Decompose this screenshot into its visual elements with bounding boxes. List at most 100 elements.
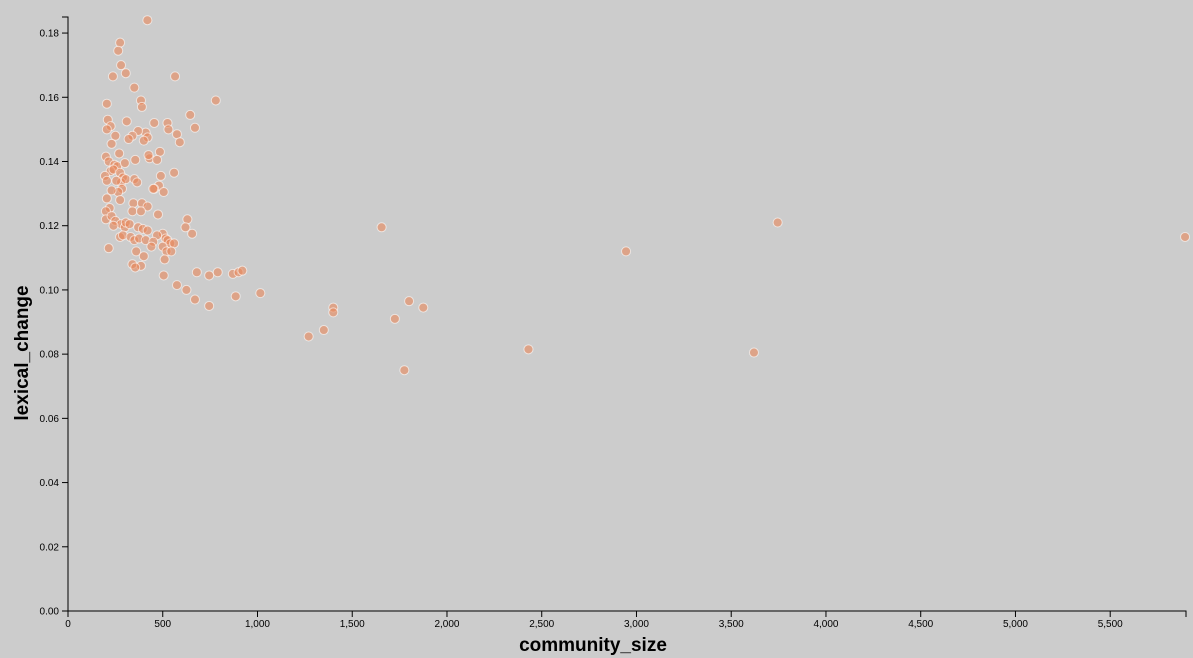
- data-point[interactable]: [180, 222, 191, 233]
- data-point[interactable]: [389, 313, 400, 324]
- data-point[interactable]: [149, 117, 160, 128]
- data-point[interactable]: [158, 270, 169, 281]
- data-point[interactable]: [148, 183, 159, 194]
- data-point[interactable]: [101, 175, 112, 186]
- x-tick-label: 4,500: [908, 619, 933, 630]
- data-point[interactable]: [115, 37, 126, 48]
- data-point[interactable]: [158, 186, 169, 197]
- data-point[interactable]: [138, 251, 149, 262]
- y-tick-label: 0.18: [40, 29, 60, 40]
- data-point[interactable]: [169, 167, 180, 178]
- data-point[interactable]: [404, 296, 415, 307]
- data-point[interactable]: [170, 71, 181, 82]
- data-point[interactable]: [113, 45, 124, 56]
- data-point[interactable]: [136, 101, 147, 112]
- data-point[interactable]: [123, 134, 134, 145]
- data-point[interactable]: [185, 109, 196, 120]
- data-point[interactable]: [152, 154, 163, 165]
- data-point[interactable]: [1180, 231, 1191, 242]
- data-point[interactable]: [106, 138, 117, 149]
- data-point[interactable]: [111, 175, 122, 186]
- data-point[interactable]: [131, 246, 142, 257]
- data-point[interactable]: [103, 243, 114, 254]
- data-point[interactable]: [230, 291, 241, 302]
- data-point[interactable]: [212, 267, 223, 278]
- data-point[interactable]: [129, 82, 140, 93]
- data-point[interactable]: [155, 170, 166, 181]
- data-point[interactable]: [191, 267, 202, 278]
- data-point[interactable]: [171, 280, 182, 291]
- data-point[interactable]: [174, 137, 185, 148]
- data-point[interactable]: [119, 158, 130, 169]
- data-point[interactable]: [115, 195, 126, 206]
- y-tick-label: 0.12: [40, 221, 60, 232]
- data-point[interactable]: [143, 150, 154, 161]
- data-point[interactable]: [621, 246, 632, 257]
- data-point[interactable]: [142, 201, 153, 212]
- x-tick-label: 2,500: [529, 619, 554, 630]
- data-point[interactable]: [328, 307, 339, 318]
- data-point[interactable]: [303, 331, 314, 342]
- x-tick-label: 1,500: [340, 619, 365, 630]
- data-point[interactable]: [163, 124, 174, 135]
- x-tick-label: 5,000: [1003, 619, 1028, 630]
- data-point[interactable]: [159, 254, 170, 265]
- data-point[interactable]: [181, 284, 192, 295]
- data-point[interactable]: [120, 68, 131, 79]
- data-point[interactable]: [130, 262, 141, 273]
- data-point[interactable]: [146, 241, 157, 252]
- data-point[interactable]: [135, 206, 146, 217]
- data-point[interactable]: [107, 71, 118, 82]
- x-tick-label: 500: [154, 619, 171, 630]
- data-point[interactable]: [204, 300, 215, 311]
- data-point[interactable]: [399, 365, 410, 376]
- data-point[interactable]: [153, 209, 164, 220]
- data-point[interactable]: [318, 325, 329, 336]
- x-tick-label: 4,000: [813, 619, 838, 630]
- data-point[interactable]: [138, 135, 149, 146]
- data-point[interactable]: [182, 214, 193, 225]
- data-point[interactable]: [772, 217, 783, 228]
- data-point[interactable]: [237, 265, 248, 276]
- data-point[interactable]: [121, 116, 132, 127]
- data-point[interactable]: [523, 344, 534, 355]
- y-axis-line: [62, 16, 69, 612]
- data-point[interactable]: [101, 98, 112, 109]
- data-point[interactable]: [142, 15, 153, 26]
- data-point[interactable]: [187, 228, 198, 239]
- plot-area: [99, 15, 1191, 376]
- data-point[interactable]: [114, 148, 125, 159]
- y-axis-title: lexical_change: [12, 285, 33, 420]
- data-point[interactable]: [120, 174, 131, 185]
- data-point[interactable]: [106, 185, 117, 196]
- data-point[interactable]: [101, 124, 112, 135]
- data-point[interactable]: [255, 288, 266, 299]
- y-tick-label: 0.02: [40, 542, 60, 553]
- data-point[interactable]: [101, 193, 112, 204]
- data-point[interactable]: [110, 130, 121, 141]
- data-point[interactable]: [116, 60, 127, 71]
- data-point[interactable]: [108, 220, 119, 231]
- x-tick-label: 5,500: [1098, 619, 1123, 630]
- data-point[interactable]: [132, 177, 143, 188]
- x-axis: 0 500 1,000 1,500 2,000 2,500 3,000 3,500 4,000 4…: [65, 610, 1187, 630]
- y-tick-label: 0.08: [40, 350, 60, 361]
- data-point[interactable]: [127, 206, 138, 217]
- y-tick-label: 0.14: [40, 157, 60, 168]
- data-point[interactable]: [189, 294, 200, 305]
- data-point[interactable]: [376, 222, 387, 233]
- data-point[interactable]: [210, 95, 221, 106]
- data-point[interactable]: [166, 246, 177, 257]
- y-tick-label: 0.10: [40, 285, 60, 296]
- y-axis: 0.00 0.02 0.04 0.06 0.08 0.10 0.12 0.14 0.16 0.18: [40, 16, 69, 618]
- data-point[interactable]: [204, 270, 215, 281]
- data-point[interactable]: [142, 225, 153, 236]
- data-point[interactable]: [124, 219, 135, 230]
- data-point[interactable]: [748, 347, 759, 358]
- x-tick-label: 3,000: [624, 619, 649, 630]
- x-tick-label: 1,000: [245, 619, 270, 630]
- data-point[interactable]: [189, 122, 200, 133]
- data-point[interactable]: [130, 154, 141, 165]
- data-point[interactable]: [418, 302, 429, 313]
